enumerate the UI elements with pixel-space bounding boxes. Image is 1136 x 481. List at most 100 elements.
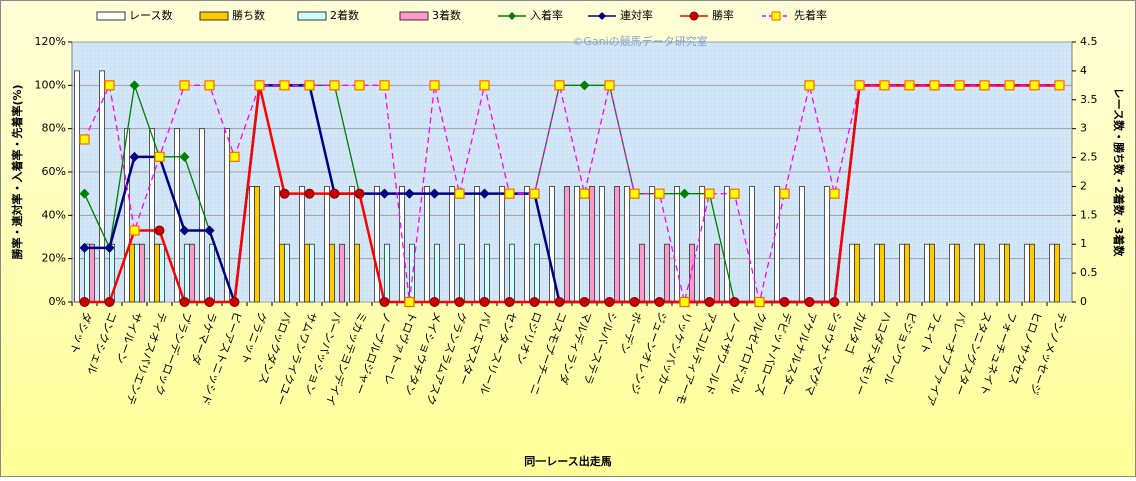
line-marker bbox=[579, 188, 590, 199]
bar bbox=[799, 186, 805, 303]
line-marker bbox=[329, 80, 340, 91]
line-marker bbox=[1054, 80, 1065, 91]
bar bbox=[509, 243, 515, 303]
line-marker bbox=[429, 297, 440, 307]
y-tick-label: 0% bbox=[49, 295, 66, 308]
y2-axis-title: レース数・勝ち数・2着数・3着数 bbox=[1112, 88, 1126, 258]
legend-swatch bbox=[96, 11, 126, 21]
bar bbox=[134, 243, 140, 303]
line-marker bbox=[554, 297, 565, 307]
line-marker bbox=[79, 297, 90, 307]
bar bbox=[874, 243, 880, 303]
line-marker bbox=[79, 134, 90, 145]
bar bbox=[129, 243, 135, 303]
bar bbox=[614, 186, 620, 303]
line-marker bbox=[679, 296, 690, 308]
line-marker bbox=[504, 297, 515, 307]
line-marker bbox=[779, 297, 790, 307]
line-marker bbox=[479, 188, 490, 199]
line-marker bbox=[79, 242, 90, 253]
legend-label: 勝ち数 bbox=[232, 8, 265, 22]
line-marker bbox=[1004, 80, 1015, 91]
line-marker bbox=[354, 80, 365, 91]
bar bbox=[1024, 243, 1030, 303]
bar bbox=[854, 243, 860, 303]
line-marker bbox=[129, 151, 140, 162]
line-marker bbox=[129, 80, 140, 91]
bar bbox=[549, 186, 555, 303]
line-marker bbox=[104, 80, 115, 91]
line-marker bbox=[479, 297, 490, 307]
line-marker bbox=[904, 80, 915, 91]
bar bbox=[354, 243, 360, 303]
legend-label: 3着数 bbox=[432, 8, 461, 22]
line-marker bbox=[629, 297, 640, 307]
line-marker bbox=[429, 80, 440, 91]
line-marker bbox=[1029, 80, 1040, 91]
line-marker bbox=[479, 80, 490, 91]
legend-swatch bbox=[297, 11, 327, 21]
bar bbox=[1004, 243, 1010, 303]
bar bbox=[534, 243, 540, 303]
bar bbox=[434, 243, 440, 303]
line-marker bbox=[954, 80, 965, 91]
line-marker bbox=[304, 80, 315, 91]
bar bbox=[474, 186, 480, 303]
legend-item: 3着数 bbox=[399, 8, 461, 22]
bar bbox=[299, 186, 305, 303]
line-marker bbox=[179, 297, 190, 307]
line-marker bbox=[404, 296, 415, 308]
line-marker bbox=[404, 188, 415, 199]
y-tick-label: 60% bbox=[42, 165, 66, 178]
line-marker bbox=[704, 188, 715, 199]
line-marker bbox=[304, 188, 315, 199]
bar bbox=[339, 243, 345, 303]
bar bbox=[499, 186, 505, 303]
bar bbox=[384, 243, 390, 303]
bar bbox=[904, 243, 910, 303]
bar bbox=[974, 243, 980, 303]
line-marker bbox=[854, 80, 865, 91]
y2-tick-label: 4.5 bbox=[1080, 35, 1098, 48]
x-axis-title: 同一レース出走馬 bbox=[524, 454, 611, 468]
legend-item: 連対率 bbox=[588, 8, 653, 22]
bar bbox=[639, 243, 645, 303]
line-marker bbox=[429, 188, 440, 199]
legend-marker bbox=[598, 12, 606, 20]
line-marker bbox=[454, 297, 465, 307]
line-marker bbox=[679, 188, 690, 199]
bar bbox=[249, 186, 255, 303]
bar bbox=[749, 186, 755, 303]
line-marker bbox=[229, 297, 240, 307]
line-marker bbox=[804, 297, 815, 307]
bar bbox=[674, 186, 680, 303]
bar bbox=[449, 186, 455, 303]
line-marker bbox=[604, 80, 615, 91]
bar bbox=[349, 186, 355, 303]
bar bbox=[589, 186, 595, 303]
legend-item: 入着率 bbox=[498, 8, 563, 22]
bar bbox=[949, 243, 955, 303]
line-marker bbox=[279, 80, 290, 91]
bar bbox=[1049, 243, 1055, 303]
y-tick-label: 100% bbox=[35, 78, 66, 91]
line-marker bbox=[929, 80, 940, 91]
line-marker bbox=[179, 80, 190, 91]
legend-label: レース数 bbox=[129, 9, 172, 22]
line-marker bbox=[179, 225, 190, 236]
bar bbox=[424, 186, 430, 303]
y-tick-label: 120% bbox=[35, 35, 66, 48]
bar bbox=[329, 243, 335, 303]
bar bbox=[374, 186, 380, 303]
y-tick-label: 80% bbox=[42, 122, 66, 135]
bar bbox=[304, 243, 310, 303]
bar bbox=[274, 186, 280, 303]
line-marker bbox=[454, 188, 465, 199]
bar bbox=[99, 70, 105, 303]
legend-item: 先着率 bbox=[762, 8, 827, 22]
line-marker bbox=[179, 151, 190, 162]
legend-label: 2着数 bbox=[330, 8, 359, 22]
bar bbox=[159, 243, 165, 303]
legend-label: 入着率 bbox=[530, 8, 563, 22]
bar bbox=[89, 243, 95, 303]
